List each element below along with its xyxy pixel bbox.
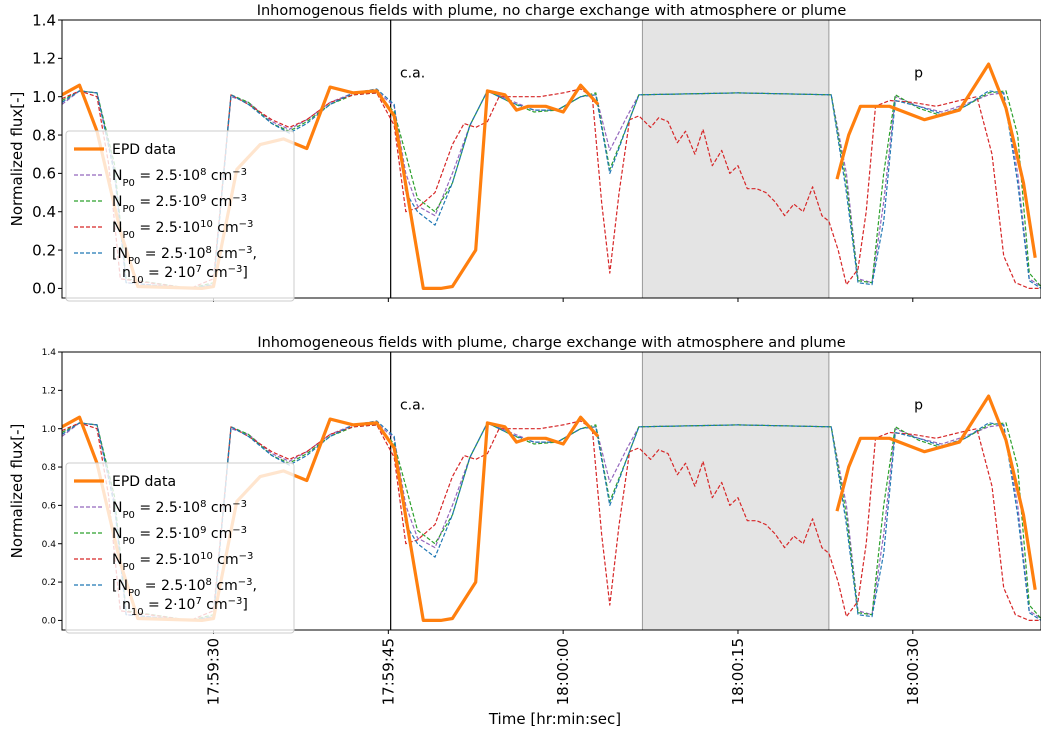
y-tick-label: 1.2 [42, 386, 56, 396]
legend-entry-mix: [NP0 = 2.5·108 cm−3, n10 = 2·107 cm−3] [112, 245, 257, 286]
annotation-label: c.a. [400, 398, 425, 414]
x-axis-label: Time [hr:min:sec] [488, 710, 621, 728]
x-tick-label: 17:59:30 [205, 638, 223, 705]
x-tick-label: 18:00:15 [729, 638, 747, 705]
chart-title: Inhomogenous fields with plume, no charg… [257, 3, 847, 19]
y-tick-label: 0.6 [32, 165, 56, 183]
x-tick-label: 17:59:45 [379, 638, 397, 705]
y-tick-label: 0.0 [32, 280, 56, 298]
legend-entry-mix: [NP0 = 2.5·108 cm−3, n10 = 2·107 cm−3] [112, 577, 257, 618]
plume-shaded-region [641, 351, 830, 631]
y-tick-label: 0.6 [42, 502, 57, 512]
chart-title: Inhomogeneous fields with plume, charge … [257, 335, 845, 351]
series-line-mix [62, 420, 1041, 621]
legend-entry-n9: NP0 = 2.5·109 cm−3 [112, 525, 247, 547]
x-tick-label: 18:00:00 [554, 638, 572, 705]
y-tick-label: 1.0 [42, 425, 57, 435]
series-line-n10 [62, 420, 1041, 621]
legend-entry-n10: NP0 = 2.5·1010 cm−3 [112, 551, 253, 573]
annotation-label: p [914, 398, 923, 414]
y-tick-label: 1.4 [32, 11, 56, 29]
y-tick-label: 0.2 [32, 241, 56, 259]
legend-entry-epd: EPD data [112, 142, 176, 158]
legend: EPD data NP0 = 2.5·108 cm−3 NP0 = 2.5·109 … [65, 130, 295, 302]
y-tick-label: 0.4 [32, 203, 56, 221]
y-tick-label: 0.2 [42, 578, 56, 588]
x-tick-label: 18:00:30 [904, 638, 922, 705]
y-tick-label: 1.2 [32, 50, 56, 68]
y-axis-label: Normalized flux[-] [8, 92, 26, 227]
legend-entry-n8: NP0 = 2.5·108 cm−3 [112, 499, 247, 521]
annotation-label: c.a. [400, 66, 425, 82]
y-tick-label: 0.0 [42, 617, 57, 627]
plume-shaded-region [641, 19, 830, 299]
y-tick-label: 0.8 [42, 463, 57, 473]
plot-frame [61, 19, 1041, 299]
legend-entry-n10: NP0 = 2.5·1010 cm−3 [112, 219, 253, 241]
legend-entry-n8: NP0 = 2.5·108 cm−3 [112, 167, 247, 189]
y-tick-label: 0.8 [32, 126, 56, 144]
legend-entry-epd: EPD data [112, 474, 176, 490]
y-tick-label: 1.4 [42, 348, 57, 358]
y-tick-label: 0.4 [42, 540, 57, 550]
y-axis-label: Normalized flux[-] [8, 424, 26, 559]
legend: EPD data NP0 = 2.5·108 cm−3 NP0 = 2.5·109 … [65, 462, 295, 634]
panel-bottom: c.a. p 0.0 0.2 0.4 0.6 0.8 1.0 1.2 1.4 17:59:30 17:… [8, 335, 1041, 705]
legend-box [65, 462, 295, 634]
legend-entry-n9: NP0 = 2.5·109 cm−3 [112, 193, 247, 215]
legend-box [65, 130, 295, 302]
y-tick-label: 1.0 [32, 88, 56, 106]
series-line-mix [62, 88, 1041, 289]
annotation-label: p [914, 66, 923, 82]
plot-frame [61, 351, 1041, 631]
panel-top: c.a. p 0.0 0.2 0.4 0.6 0.8 1.0 1.2 1.4 Inhomogenou… [8, 3, 1041, 302]
series-line-n10 [62, 88, 1041, 289]
